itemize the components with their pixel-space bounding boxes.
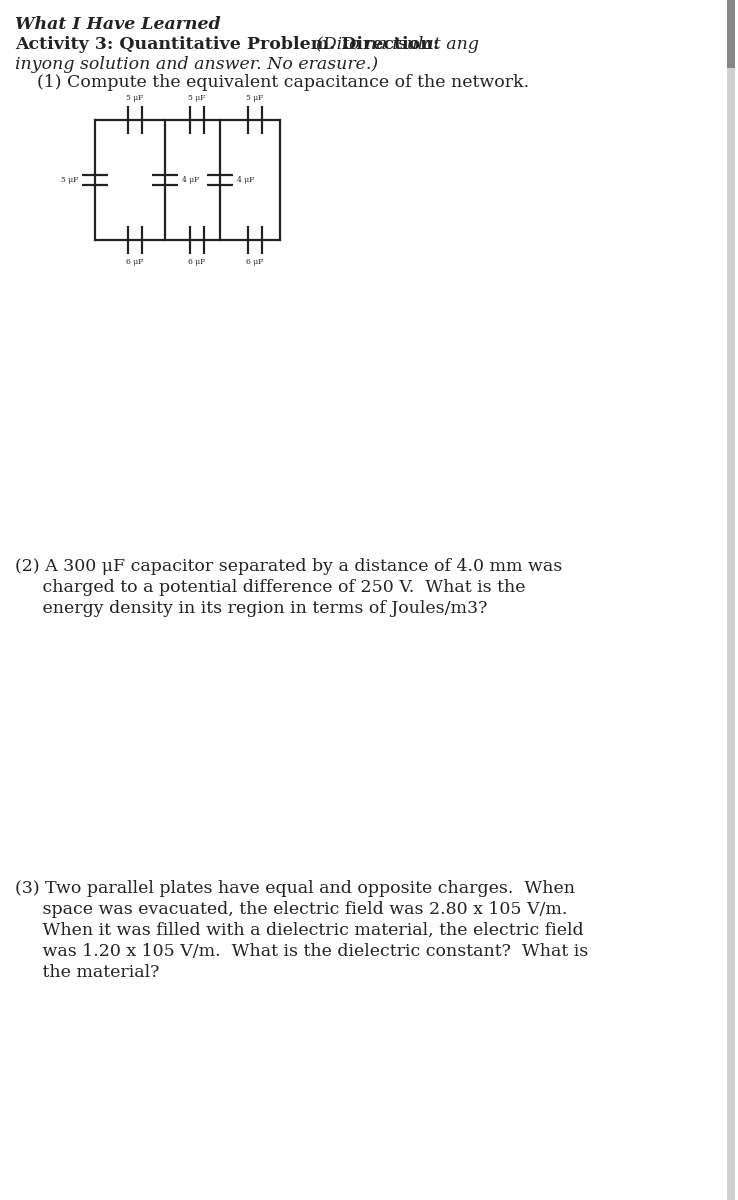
- Text: charged to a potential difference of 250 V.  What is the: charged to a potential difference of 250…: [15, 578, 525, 596]
- Text: (Dito na isulat ang: (Dito na isulat ang: [317, 36, 479, 53]
- Text: the material?: the material?: [15, 964, 159, 982]
- Text: inyong solution and answer. No erasure.): inyong solution and answer. No erasure.): [15, 56, 378, 73]
- Text: What I Have Learned: What I Have Learned: [15, 16, 221, 32]
- Text: space was evacuated, the electric field was 2.80 x 105 V/m.: space was evacuated, the electric field …: [15, 901, 568, 918]
- Text: was 1.20 x 105 V/m.  What is the dielectric constant?  What is: was 1.20 x 105 V/m. What is the dielectr…: [15, 943, 588, 960]
- Text: (3) Two parallel plates have equal and opposite charges.  When: (3) Two parallel plates have equal and o…: [15, 880, 575, 898]
- Text: Activity 3: Quantitative Problem. Direction:: Activity 3: Quantitative Problem. Direct…: [15, 36, 445, 53]
- Bar: [727, 0, 735, 1200]
- Text: 5 μF: 5 μF: [61, 176, 78, 184]
- Text: When it was filled with a dielectric material, the electric field: When it was filled with a dielectric mat…: [15, 922, 584, 938]
- Text: 5 μF: 5 μF: [188, 94, 206, 102]
- Text: 4 μF: 4 μF: [237, 176, 255, 184]
- Text: 5 μF: 5 μF: [126, 94, 144, 102]
- Text: 5 μF: 5 μF: [246, 94, 263, 102]
- Text: 6 μF: 6 μF: [246, 258, 263, 266]
- Text: (2) A 300 μF capacitor separated by a distance of 4.0 mm was: (2) A 300 μF capacitor separated by a di…: [15, 558, 562, 575]
- Text: (1) Compute the equivalent capacitance of the network.: (1) Compute the equivalent capacitance o…: [15, 74, 529, 91]
- Bar: [727, 0, 735, 68]
- Text: 4 μF: 4 μF: [182, 176, 199, 184]
- Text: 6 μF: 6 μF: [126, 258, 144, 266]
- Text: energy density in its region in terms of Joules/m3?: energy density in its region in terms of…: [15, 600, 487, 617]
- Text: 6 μF: 6 μF: [188, 258, 206, 266]
